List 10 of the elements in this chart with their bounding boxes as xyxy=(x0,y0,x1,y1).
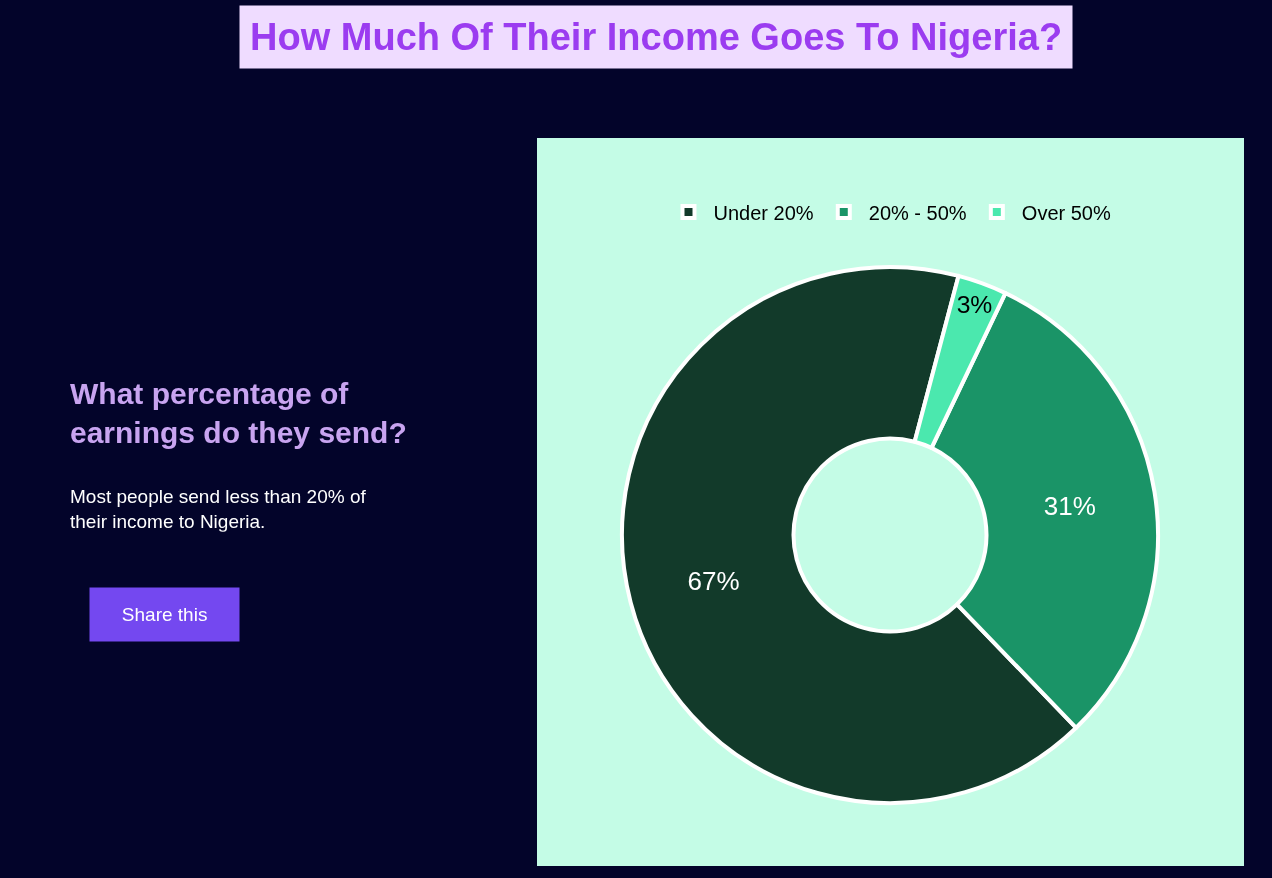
data-label: 31% xyxy=(1043,490,1096,521)
legend-label: Under 20% xyxy=(713,201,814,224)
legend-label: 20% - 50% xyxy=(868,201,967,224)
legend-label: Over 50% xyxy=(1021,201,1111,224)
chart-title: How Much Of Their Income Goes To Nigeria? xyxy=(250,16,1063,58)
text: Share this xyxy=(106,604,224,625)
text: Most people send less than 20% of their income to Nigeria. xyxy=(70,486,367,532)
text: What percentage of earnings do they send? xyxy=(70,377,407,449)
data-label: 3% xyxy=(956,291,993,319)
data-label: 67% xyxy=(687,565,740,596)
